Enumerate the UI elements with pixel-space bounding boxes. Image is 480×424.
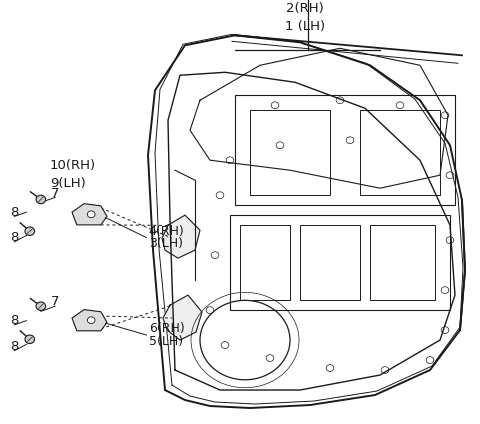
Text: 2(RH): 2(RH) [286, 2, 324, 15]
Polygon shape [163, 295, 202, 340]
Text: 1 (LH): 1 (LH) [285, 20, 325, 33]
Text: 4(RH): 4(RH) [149, 225, 184, 238]
Text: 8: 8 [10, 340, 19, 353]
Text: 8: 8 [10, 206, 19, 219]
Text: 6(RH): 6(RH) [149, 322, 184, 335]
Polygon shape [162, 215, 200, 258]
Text: 7: 7 [51, 296, 60, 309]
Text: 7: 7 [51, 187, 60, 200]
Polygon shape [72, 310, 107, 331]
Circle shape [25, 335, 35, 343]
Circle shape [87, 317, 95, 324]
Text: 3(LH): 3(LH) [149, 237, 183, 251]
Text: 9(LH): 9(LH) [50, 177, 86, 190]
Text: 8: 8 [10, 231, 19, 244]
Circle shape [87, 211, 95, 218]
Text: 8: 8 [10, 314, 19, 327]
Circle shape [36, 302, 46, 310]
Circle shape [25, 227, 35, 235]
Polygon shape [72, 204, 107, 225]
Text: 5(LH): 5(LH) [149, 335, 183, 348]
Text: 10(RH): 10(RH) [50, 159, 96, 172]
Circle shape [36, 195, 46, 204]
